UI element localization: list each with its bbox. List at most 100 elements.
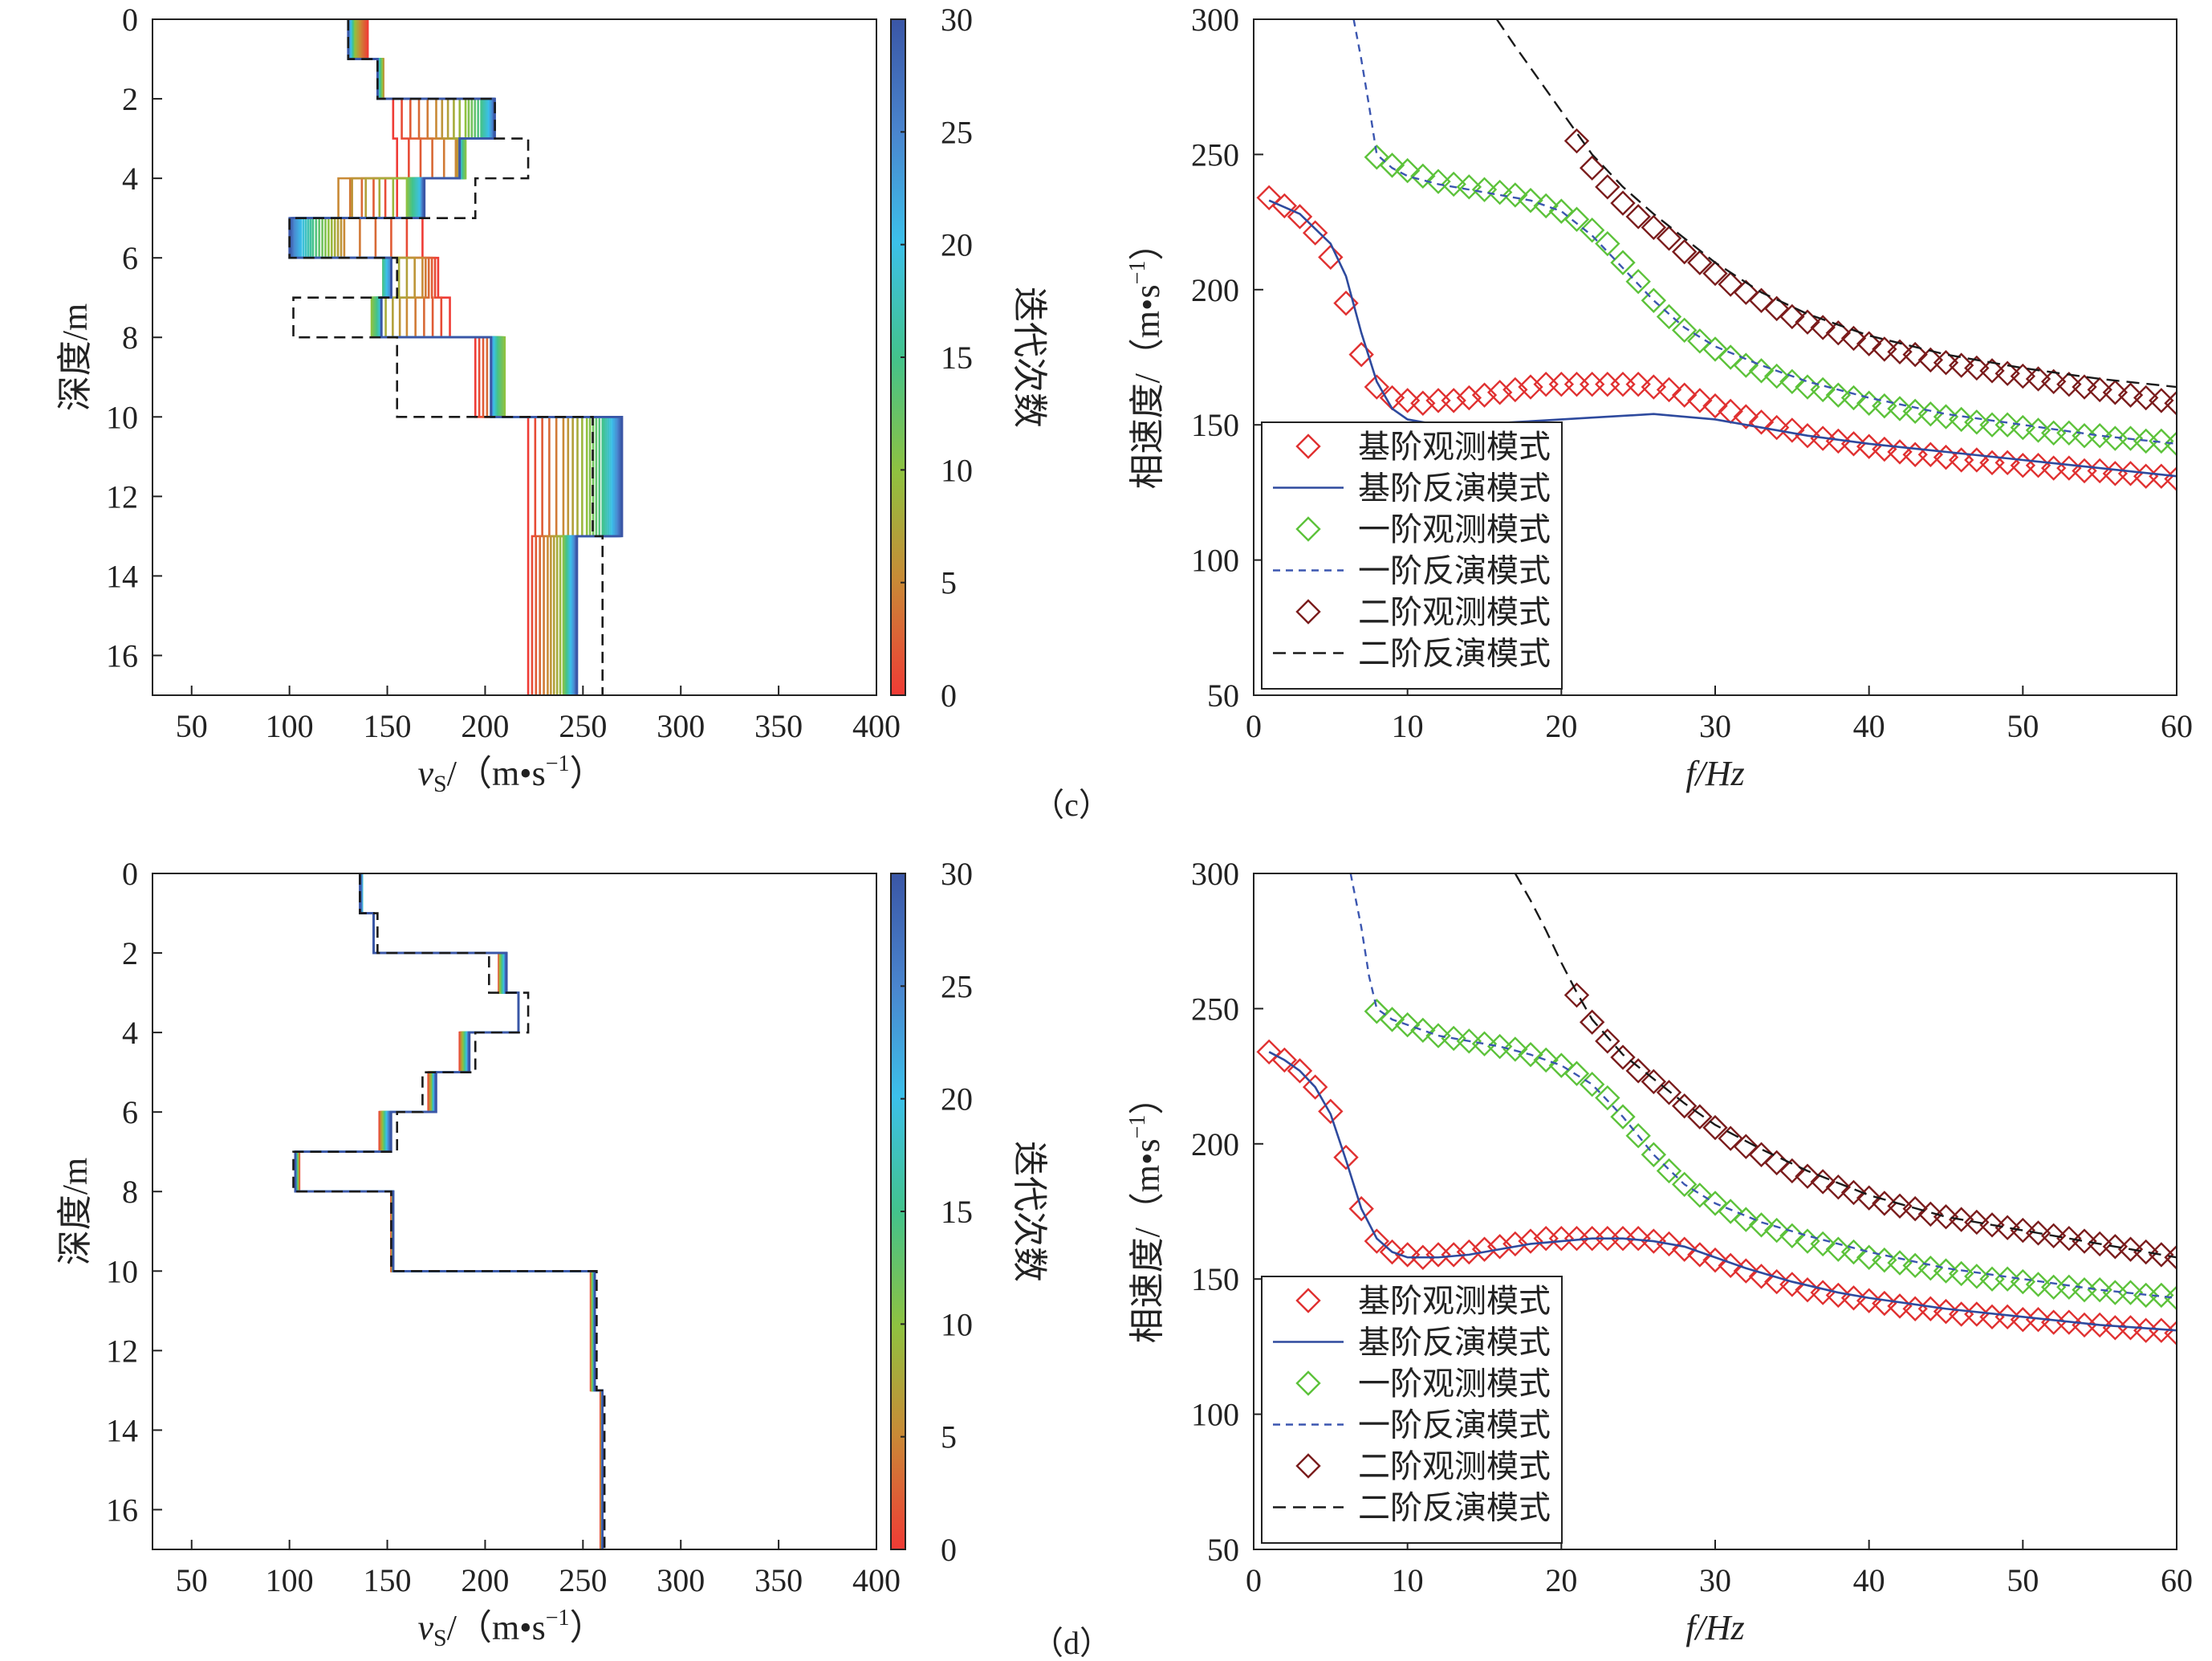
colorbar-tick-label: 10 xyxy=(941,452,973,488)
observed-fundamental-point xyxy=(1795,422,1820,449)
y-tick-label: 2 xyxy=(122,81,138,117)
observed-second-point xyxy=(2025,366,2051,392)
observed-fundamental-point xyxy=(1302,1074,1328,1100)
observed-first-point xyxy=(1610,250,1636,275)
observed-fundamental-point xyxy=(1641,374,1667,400)
observed-second-point xyxy=(1964,1209,1990,1236)
observed-fundamental-point xyxy=(1625,1225,1651,1252)
x-tick-label: 10 xyxy=(1392,1562,1424,1598)
observed-first-point xyxy=(1441,1025,1466,1052)
inverted-second-curve xyxy=(1495,19,2177,389)
x-axis-label-end: ） xyxy=(570,1608,605,1647)
iteration-curve xyxy=(294,873,604,1549)
colorbar-label: 迭代次数 xyxy=(1010,287,1049,428)
iteration-curve xyxy=(336,19,574,695)
observed-second-point xyxy=(2072,1228,2097,1254)
x-tick-label: 30 xyxy=(1699,708,1731,744)
legend-label: 基阶反演模式 xyxy=(1358,1325,1551,1361)
observed-first-point xyxy=(1610,1104,1636,1130)
y-tick-label: 100 xyxy=(1191,1397,1239,1433)
observed-second-point xyxy=(2040,1223,2067,1249)
y-tick-label: 150 xyxy=(1191,1261,1239,1297)
x-tick-label: 10 xyxy=(1392,708,1424,744)
iteration-curve xyxy=(295,873,604,1549)
observed-second-point xyxy=(1563,982,1590,1008)
observed-second-point xyxy=(2087,1231,2112,1257)
x-axis-label-main: v xyxy=(418,1608,434,1647)
observed-fundamental-point xyxy=(1471,382,1498,408)
observed-second-point xyxy=(2164,390,2177,416)
observed-first-point xyxy=(1533,1047,1559,1073)
iteration-curve xyxy=(294,873,604,1549)
x-tick-label: 30 xyxy=(1699,1562,1731,1598)
observed-first-point xyxy=(1595,230,1620,257)
x-tick-label: 0 xyxy=(1246,708,1262,744)
colorbar-tick-label: 20 xyxy=(941,227,973,263)
observed-second-point xyxy=(1625,1058,1651,1084)
x-tick-label: 200 xyxy=(461,708,509,744)
x-tick-label: 350 xyxy=(754,1562,803,1598)
observed-second-point xyxy=(1671,238,1698,265)
legend-label: 基阶观测模式 xyxy=(1358,1283,1551,1319)
observed-second-point xyxy=(1887,339,1913,364)
colorbar-tick-label: 0 xyxy=(941,1532,957,1568)
observed-second-point xyxy=(1825,320,1852,346)
x-axis-label-end: ） xyxy=(570,754,605,793)
observed-first-point xyxy=(1671,1171,1698,1198)
observed-fundamental-point xyxy=(1641,1228,1667,1254)
x-tick-label: 50 xyxy=(176,708,208,744)
observed-first-point xyxy=(1671,317,1698,344)
observed-fundamental-point xyxy=(1687,1242,1713,1268)
observed-second-point xyxy=(1964,355,1990,381)
observed-second-point xyxy=(1933,350,1959,376)
y-axis-label: 深度/m xyxy=(55,303,95,411)
y-tick-label: 10 xyxy=(106,1253,138,1289)
plot-frame xyxy=(152,873,877,1550)
observed-fundamental-point xyxy=(1810,425,1836,451)
observed-fundamental-point xyxy=(2056,1309,2082,1335)
observed-second-point xyxy=(2164,1244,2177,1270)
observed-second-point xyxy=(2102,1234,2129,1260)
observed-fundamental-point xyxy=(1502,1231,1528,1257)
colorbar-tick-label: 30 xyxy=(941,856,973,892)
observed-second-point xyxy=(1779,303,1805,330)
panel-label-c: （c） xyxy=(1032,787,1111,823)
inverted-second-curve xyxy=(1514,873,2177,1259)
observed-first-point xyxy=(1486,1033,1513,1060)
observed-first-point xyxy=(2087,1276,2112,1303)
observed-fundamental-point xyxy=(1671,382,1698,408)
observed-fundamental-point xyxy=(1563,371,1590,397)
y-axis-label-end: ） xyxy=(1128,1080,1167,1115)
observed-second-point xyxy=(1610,190,1636,216)
observed-second-point xyxy=(1595,1028,1620,1054)
observed-fundamental-point xyxy=(1271,193,1298,219)
iteration-curve xyxy=(295,873,604,1549)
observed-second-point xyxy=(1579,1009,1605,1035)
x-tick-label: 0 xyxy=(1246,1562,1262,1598)
observed-fundamental-point xyxy=(1595,371,1620,397)
observed-first-point xyxy=(1733,1207,1759,1232)
observed-first-point xyxy=(1763,363,1790,389)
legend-label: 二阶观测模式 xyxy=(1358,1448,1551,1484)
observed-second-point xyxy=(1579,155,1605,181)
observed-fundamental-point xyxy=(1518,374,1543,400)
observed-first-point xyxy=(1887,1250,1913,1276)
legend-box xyxy=(1261,421,1563,690)
observed-first-point xyxy=(1471,177,1498,202)
colorbar-tick-label: 15 xyxy=(941,340,973,376)
observed-fundamental-point xyxy=(1687,388,1713,413)
legend-marker xyxy=(1295,1288,1321,1313)
y-tick-label: 300 xyxy=(1191,856,1239,892)
observed-second-point xyxy=(2056,371,2082,397)
observed-second-point xyxy=(1702,260,1728,287)
observed-first-point xyxy=(1533,193,1559,219)
observed-first-point xyxy=(1410,163,1436,189)
observed-second-point xyxy=(1948,352,1974,378)
iteration-curve xyxy=(295,873,604,1549)
chart-c-depth-profile: 50 100 150 200 250 300 350 4000246810121416vS/（… xyxy=(55,2,1049,797)
legend-marker xyxy=(1295,599,1321,625)
observed-second-point xyxy=(1656,226,1682,251)
observed-second-point xyxy=(2149,388,2174,413)
observed-second-point xyxy=(2056,1225,2082,1252)
observed-second-point xyxy=(1887,1193,1913,1219)
